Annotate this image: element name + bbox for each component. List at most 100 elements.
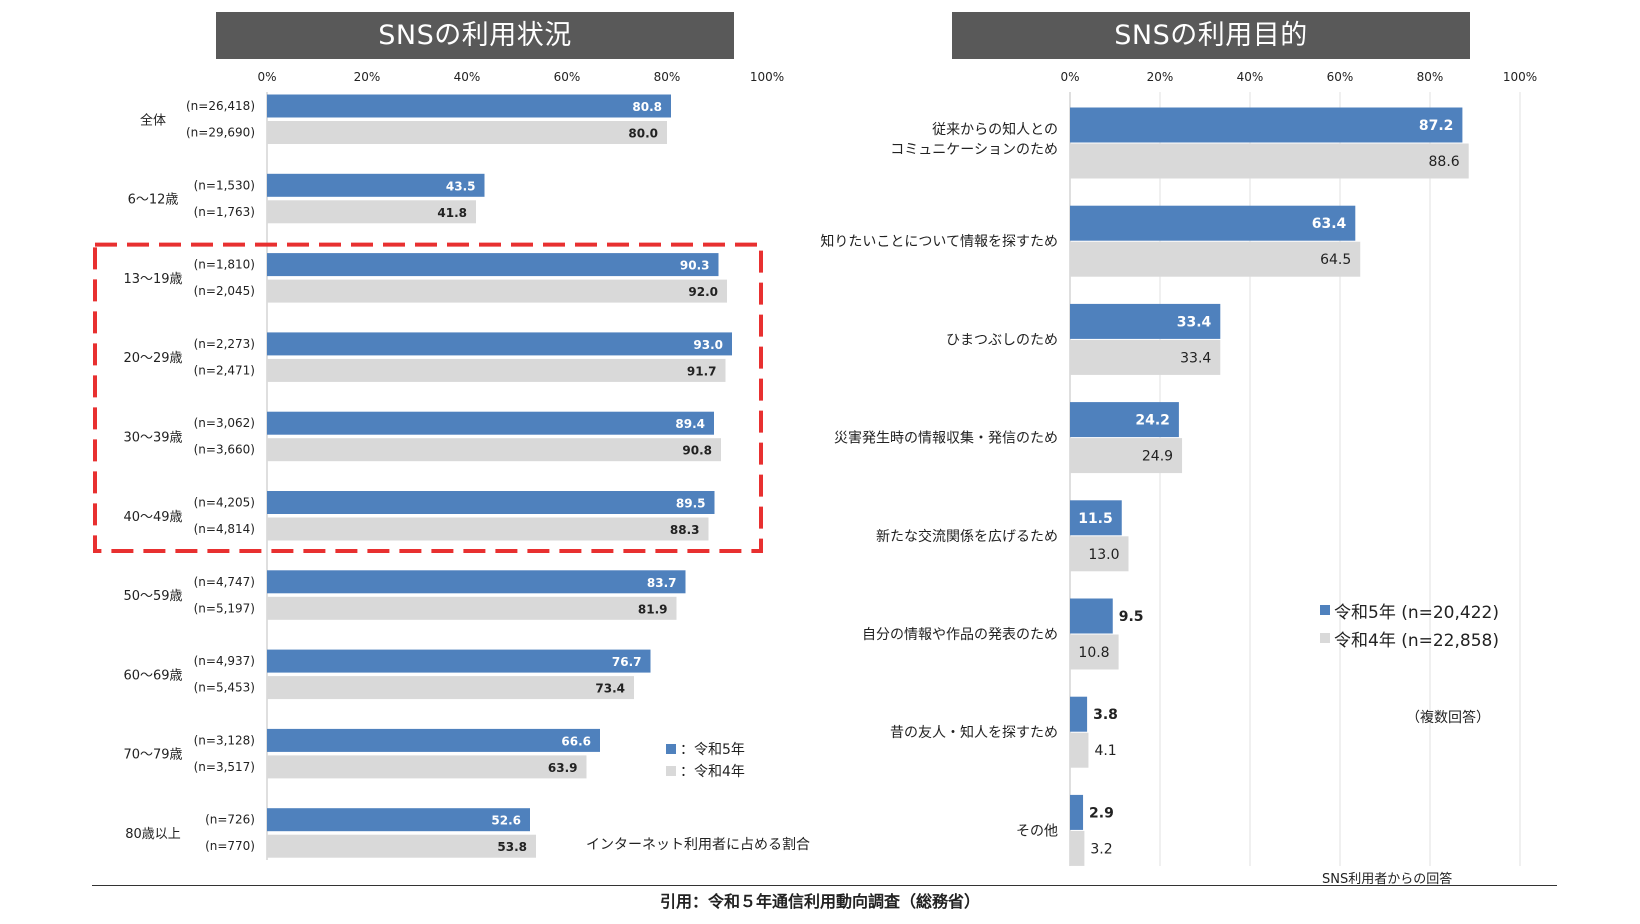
- right-bar-r4: [1070, 830, 1085, 866]
- right-legend: 令和5年 (n=20,422) 令和4年 (n=22,858): [1320, 596, 1499, 652]
- left-bar-r4: [267, 517, 709, 541]
- left-footnote: インターネット利用者に占める割合: [586, 837, 810, 853]
- left-bar-r5: [267, 94, 671, 118]
- right-x-tick-label: 100%: [1503, 70, 1537, 84]
- left-data-label-r5: 83.7: [647, 576, 677, 590]
- left-data-label-r5: 66.6: [561, 734, 591, 748]
- left-category-label: 70～79歳: [123, 748, 182, 763]
- right-bar-r5: [1070, 500, 1122, 536]
- left-bar-r4: [267, 279, 727, 303]
- left-data-label-r4: 88.3: [670, 523, 700, 537]
- right-bar-r4: [1070, 143, 1469, 179]
- right-category-label: 従来からの知人との: [932, 121, 1058, 138]
- left-x-tick-label: 20%: [354, 70, 381, 84]
- legend-label-r5: 令和5年 (n=20,422): [1334, 602, 1499, 623]
- right-bar-r4: [1070, 241, 1361, 277]
- right-data-label-r4: 4.1: [1094, 743, 1116, 759]
- left-n-label-r4: (n=2,045): [194, 284, 255, 298]
- left-bar-r4: [267, 438, 721, 462]
- left-n-label-r4: (n=29,690): [186, 126, 255, 140]
- right-data-label-r5: 87.2: [1419, 118, 1454, 134]
- left-n-label-r5: (n=2,273): [194, 337, 255, 351]
- left-data-label-r4: 81.9: [638, 602, 668, 616]
- left-x-tick-label: 40%: [454, 70, 481, 84]
- right-x-tick-label: 60%: [1327, 70, 1354, 84]
- right-data-label-r5: 24.2: [1135, 413, 1170, 429]
- legend-swatch-r4: [1320, 633, 1330, 643]
- right-bar-r5: [1070, 205, 1356, 241]
- left-data-label-r5: 80.8: [632, 100, 662, 114]
- left-category-label: 全体: [140, 112, 166, 128]
- multi-answer-note: （複数回答）: [1406, 710, 1490, 726]
- left-x-tick-label: 60%: [554, 70, 581, 84]
- right-data-label-r5: 63.4: [1312, 216, 1347, 232]
- left-n-label-r4: (n=3,660): [194, 443, 255, 457]
- respondent-note: SNS利用者からの回答: [1322, 872, 1453, 887]
- left-bar-r5: [267, 649, 651, 673]
- right-x-tick-label: 80%: [1417, 70, 1444, 84]
- legend-swatch-r5: [666, 744, 676, 754]
- left-data-label-r5: 89.4: [675, 417, 705, 431]
- left-n-label-r5: (n=3,128): [194, 733, 255, 747]
- right-data-label-r5: 9.5: [1119, 609, 1144, 625]
- right-bar-r5: [1070, 794, 1084, 830]
- right-bar-r5: [1070, 402, 1179, 438]
- left-data-label-r4: 73.4: [595, 682, 625, 696]
- left-n-label-r4: (n=4,814): [194, 522, 255, 536]
- legend-swatch-r5: [1320, 605, 1330, 615]
- highlight-box: [93, 242, 763, 553]
- left-category-label: 30～39歳: [123, 430, 182, 445]
- left-n-label-r5: (n=4,205): [194, 496, 255, 510]
- left-x-tick-label: 0%: [257, 70, 276, 84]
- left-data-label-r5: 52.6: [491, 814, 521, 828]
- legend-label-r4: 令和4年 (n=22,858): [1334, 630, 1499, 651]
- right-category-label: ひまつぶしのため: [946, 332, 1058, 348]
- right-data-label-r4: 10.8: [1078, 645, 1109, 661]
- left-bar-r5: [267, 491, 715, 514]
- left-category-label: 6～12歳: [128, 193, 179, 208]
- left-data-label-r4: 53.8: [497, 840, 527, 854]
- left-category-label: 60～69歳: [123, 668, 182, 683]
- right-data-label-r5: 2.9: [1089, 805, 1114, 821]
- left-bar-r4: [267, 200, 476, 224]
- left-x-tick-label: 100%: [750, 70, 784, 84]
- left-bar-r4: [267, 676, 634, 700]
- right-bar-r5: [1070, 107, 1463, 143]
- left-bar-r5: [267, 728, 600, 752]
- right-data-label-r4: 64.5: [1320, 252, 1351, 268]
- right-category-label: 自分の情報や作品の発表のため: [862, 627, 1058, 643]
- left-bar-r4: [267, 596, 677, 620]
- right-bar-r4: [1070, 339, 1221, 375]
- right-category-label: 昔の友人・知人を探すため: [890, 724, 1058, 741]
- right-data-label-r4: 13.0: [1088, 547, 1119, 563]
- left-data-label-r5: 89.5: [676, 497, 706, 511]
- right-data-label-r5: 33.4: [1177, 314, 1212, 330]
- left-n-label-r4: (n=5,197): [194, 601, 255, 615]
- left-n-label-r5: (n=1,530): [194, 178, 255, 192]
- right-category-label: コミュニケーションのため: [890, 142, 1058, 158]
- left-x-tick-label: 80%: [654, 70, 681, 84]
- left-bar-r4: [267, 358, 726, 382]
- right-bar-r5: [1070, 303, 1221, 339]
- left-category-label: 13～19歳: [123, 272, 182, 287]
- right-data-label-r4: 24.9: [1142, 449, 1173, 465]
- left-legend: ：令和5年 ：令和4年: [666, 738, 745, 782]
- right-data-label-r5: 3.8: [1093, 707, 1118, 723]
- left-data-label-r5: 76.7: [612, 655, 642, 669]
- left-category-label: 40～49歳: [123, 510, 182, 525]
- right-category-label: その他: [1016, 823, 1058, 839]
- left-n-label-r5: (n=26,418): [186, 99, 255, 113]
- left-bar-r5: [267, 411, 714, 435]
- left-n-label-r4: (n=770): [205, 839, 255, 853]
- left-n-label-r5: (n=4,747): [194, 575, 255, 589]
- legend-swatch-r4: [666, 766, 676, 776]
- left-n-label-r4: (n=1,763): [194, 205, 255, 219]
- left-data-label-r4: 91.7: [687, 364, 717, 378]
- right-bar-r5: [1070, 696, 1088, 732]
- left-data-label-r4: 41.8: [437, 206, 467, 220]
- left-data-label-r4: 92.0: [688, 285, 718, 299]
- right-data-label-r4: 88.6: [1429, 154, 1460, 170]
- left-data-label-r5: 90.3: [680, 259, 710, 273]
- right-bar-r4: [1070, 634, 1119, 670]
